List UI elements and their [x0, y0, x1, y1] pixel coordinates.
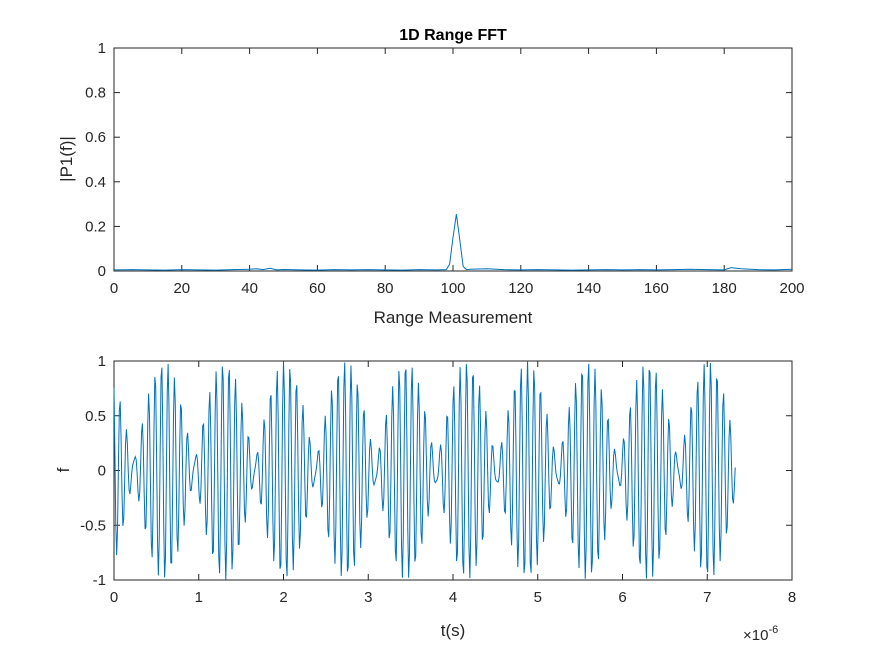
time-signal-x-tick-label: 1 [195, 589, 203, 606]
range-fft-y-tick-label: 0.8 [85, 85, 106, 102]
x-axis-label: t(s) [441, 621, 466, 640]
time-signal-x-tick-label: 6 [618, 589, 626, 606]
time-signal-ticks: 0 1 2 3 4 5 6 7 8 -1 -0.5 0 0.5 1 [80, 353, 796, 606]
range-fft-series-line [113, 214, 793, 271]
range-fft-x-tick-label: 0 [110, 280, 118, 297]
range-fft-y-tick-label: 0 [98, 263, 106, 280]
range-fft-x-tick-label: 20 [173, 280, 190, 297]
time-signal-y-tick-label: -1 [93, 572, 106, 589]
time-signal-x-tick-label: 4 [449, 589, 457, 606]
time-signal-x-tick-label: 3 [364, 589, 372, 606]
x-exponent-power: -6 [768, 624, 778, 636]
time-signal-x-tick-label: 2 [279, 589, 287, 606]
time-signal-y-tick-label: 0 [98, 463, 106, 480]
range-fft-axes: 1D Range FFT 0 20 40 60 80 100 120 140 160 180 200… [57, 27, 805, 327]
chart-title: 1D Range FFT [399, 27, 507, 44]
time-signal-y-tick-label: 1 [98, 353, 106, 370]
range-fft-x-tick-label: 100 [440, 280, 465, 297]
y-axis-label: f [54, 467, 73, 472]
range-fft-x-tick-label: 80 [377, 280, 394, 297]
range-fft-x-tick-label: 160 [644, 280, 669, 297]
range-fft-y-tick-label: 0.2 [85, 218, 106, 235]
x-exponent-base: ×10 [743, 627, 768, 644]
time-signal-y-tick-label: 0.5 [85, 408, 106, 425]
time-signal-y-tick-label: -0.5 [80, 517, 106, 534]
range-fft-x-tick-label: 120 [508, 280, 533, 297]
range-fft-y-tick-label: 1 [98, 40, 106, 57]
range-fft-x-tick-label: 200 [779, 280, 804, 297]
time-signal-axes: 0 1 2 3 4 5 6 7 8 -1 -0.5 0 0.5 1 t(s) f ×10-6 [54, 353, 796, 644]
range-fft-ticks: 0 20 40 60 80 100 120 140 160 180 200 0 0.2 0.4 0.6 0.8… [85, 40, 804, 297]
range-fft-y-tick-label: 0.4 [85, 174, 106, 191]
range-fft-x-tick-label: 140 [576, 280, 601, 297]
time-signal-x-tick-label: 0 [110, 589, 118, 606]
time-signal-x-tick-label: 8 [788, 589, 796, 606]
range-fft-y-tick-label: 0.6 [85, 129, 106, 146]
time-signal-series-line [113, 361, 736, 580]
range-fft-x-tick-label: 40 [241, 280, 258, 297]
range-fft-x-tick-label: 60 [309, 280, 326, 297]
time-signal-x-tick-label: 5 [534, 589, 542, 606]
x-axis-exponent: ×10-6 [743, 624, 778, 644]
time-signal-x-tick-label: 7 [703, 589, 711, 606]
x-axis-label: Range Measurement [374, 308, 533, 327]
y-axis-label: |P1(f)| [57, 136, 76, 182]
range-fft-x-tick-label: 180 [712, 280, 737, 297]
